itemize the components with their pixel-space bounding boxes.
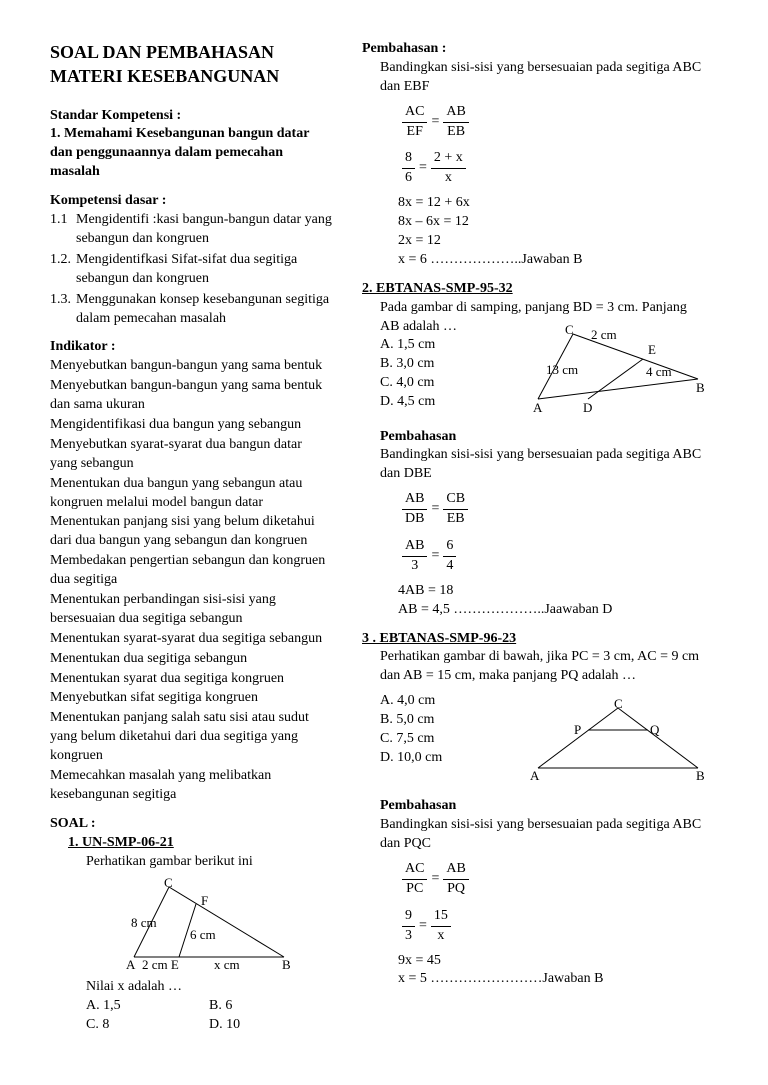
svg-text:C: C <box>565 324 574 337</box>
indicator-item: Memecahkan masalah yang melibatkan keseb… <box>50 767 332 805</box>
option-row: A. 1,5B. 6 <box>86 997 332 1016</box>
svg-text:B: B <box>282 957 291 972</box>
indicator-item: Menentukan panjang sisi yang belum diket… <box>50 513 332 551</box>
triangle-figure-2: C 2 cm E 13 cm 4 cm B A D <box>518 324 708 414</box>
pembahasan-label: Pembahasan <box>362 797 718 816</box>
svg-text:2 cm E: 2 cm E <box>142 957 179 972</box>
kd-item: 1.3.Menggunakan konsep kesebangunan segi… <box>50 291 332 329</box>
page-title: SOAL DAN PEMBAHASAN MATERI KESEBANGUNAN <box>50 40 332 89</box>
option-row: C. 8D. 10 <box>86 1016 332 1035</box>
indicator-item: Menyebutkan syarat-syarat dua bangun dat… <box>50 436 332 474</box>
pembahasan-label: Pembahasan <box>362 428 718 447</box>
solution-2: Bandingkan sisi-sisi yang bersesuaian pa… <box>362 446 718 619</box>
problem-2-body: Pada gambar di samping, panjang BD = 3 c… <box>362 299 718 420</box>
indicator-item: Menyebutkan sifat segitiga kongruen <box>50 689 332 708</box>
svg-text:B: B <box>696 768 705 783</box>
pembahasan-label: Pembahasan : <box>362 40 718 59</box>
problem-code: 1. UN-SMP-06-21 <box>68 834 332 853</box>
problem-3-body: Perhatikan gambar di bawah, jika PC = 3 … <box>362 648 718 789</box>
svg-text:C: C <box>164 877 173 890</box>
indicator-item: Menentukan syarat-syarat dua segitiga se… <box>50 630 332 649</box>
sk-label: Standar Kompetensi : <box>50 107 332 126</box>
indicator-item: Menentukan dua bangun yang sebangun atau… <box>50 475 332 513</box>
svg-text:2 cm: 2 cm <box>591 327 617 342</box>
svg-text:A: A <box>533 400 543 414</box>
svg-text:x cm: x cm <box>214 957 240 972</box>
indicator-list: Menyebutkan bangun-bangun yang sama bent… <box>50 357 332 804</box>
indicator-item: Menentukan dua segitiga sebangun <box>50 650 332 669</box>
svg-text:13 cm: 13 cm <box>546 362 578 377</box>
indicator-item: Menyebutkan bangun-bangun yang sama bent… <box>50 377 332 415</box>
svg-text:A: A <box>530 768 540 783</box>
svg-text:E: E <box>648 342 656 357</box>
indicator-item: Mengidentifikasi dua bangun yang sebangu… <box>50 416 332 435</box>
kd-item: 1.1Mengidentifi :kasi bangun-bangun data… <box>50 211 332 249</box>
indicator-item: Menentukan syarat dua segitiga kongruen <box>50 670 332 689</box>
problem-code: 2. EBTANAS-SMP-95-32 <box>362 280 718 299</box>
indicator-label: Indikator : <box>50 338 332 357</box>
sk-text: 1. Memahami Kesebangunan bangun datar da… <box>50 125 332 182</box>
svg-text:4 cm: 4 cm <box>646 364 672 379</box>
svg-text:F: F <box>201 893 208 908</box>
svg-text:A: A <box>126 957 136 972</box>
solution-1: Bandingkan sisi-sisi yang bersesuaian pa… <box>362 59 718 270</box>
problem-nilai: Nilai x adalah … <box>86 978 332 997</box>
solution-3: Bandingkan sisi-sisi yang bersesuaian pa… <box>362 816 718 989</box>
svg-text:C: C <box>614 698 623 711</box>
svg-text:D: D <box>583 400 592 414</box>
problem-stem: Perhatikan gambar berikut ini <box>86 853 332 872</box>
svg-text:Q: Q <box>650 722 660 737</box>
triangle-figure-3: C P Q A B <box>518 698 718 783</box>
svg-text:6 cm: 6 cm <box>190 927 216 942</box>
indicator-item: Membedakan pengertian sebangun dan kongr… <box>50 552 332 590</box>
svg-text:8 cm: 8 cm <box>131 915 157 930</box>
kd-label: Kompetensi dasar : <box>50 192 332 211</box>
svg-text:B: B <box>696 380 705 395</box>
kd-item: 1.2.Mengidentifkasi Sifat-sifat dua segi… <box>50 251 332 289</box>
problem-code: 3 . EBTANAS-SMP-96-23 <box>362 630 718 649</box>
soal-label: SOAL : <box>50 815 332 834</box>
indicator-item: Menentukan perbandingan sisi-sisi yang b… <box>50 591 332 629</box>
triangle-figure-1: C F 8 cm 6 cm A 2 cm E x cm B <box>104 877 304 972</box>
svg-text:P: P <box>574 722 581 737</box>
indicator-item: Menyebutkan bangun-bangun yang sama bent… <box>50 357 332 376</box>
indicator-item: Menentukan panjang salah satu sisi atau … <box>50 709 332 766</box>
